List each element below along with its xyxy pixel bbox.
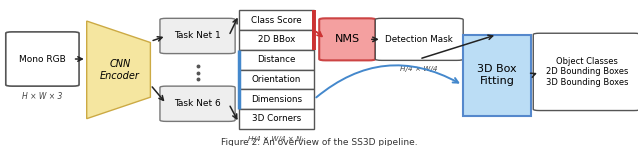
Text: 3D Corners: 3D Corners: [252, 114, 301, 124]
FancyBboxPatch shape: [239, 10, 314, 30]
FancyBboxPatch shape: [239, 50, 314, 69]
Text: Task Net 6: Task Net 6: [174, 99, 221, 108]
FancyBboxPatch shape: [160, 18, 235, 54]
Text: H × W × 3: H × W × 3: [22, 92, 63, 101]
Text: Orientation: Orientation: [252, 75, 301, 84]
Text: Distance: Distance: [257, 55, 296, 64]
FancyBboxPatch shape: [239, 89, 314, 109]
Text: CNN
Encoder: CNN Encoder: [100, 59, 140, 81]
FancyBboxPatch shape: [375, 18, 463, 60]
Text: Task Net 1: Task Net 1: [174, 31, 221, 40]
Text: Class Score: Class Score: [252, 16, 302, 25]
FancyBboxPatch shape: [239, 109, 314, 129]
Text: H/4 × W/4: H/4 × W/4: [401, 66, 438, 72]
FancyBboxPatch shape: [312, 10, 314, 50]
Text: Dimensions: Dimensions: [251, 95, 302, 104]
Text: Mono RGB: Mono RGB: [19, 54, 66, 64]
Text: 3D Box
Fitting: 3D Box Fitting: [477, 65, 516, 86]
FancyBboxPatch shape: [463, 35, 531, 116]
Text: H/4 × W/4 × Nₖ: H/4 × W/4 × Nₖ: [248, 136, 305, 142]
FancyBboxPatch shape: [6, 32, 79, 86]
Polygon shape: [86, 21, 150, 119]
Text: NMS: NMS: [335, 34, 360, 44]
Text: Figure 2: An overview of the SS3D pipeline.: Figure 2: An overview of the SS3D pipeli…: [221, 138, 417, 146]
FancyBboxPatch shape: [239, 69, 314, 89]
FancyBboxPatch shape: [319, 18, 375, 60]
Text: Detection Mask: Detection Mask: [385, 35, 453, 44]
Text: Object Classes
2D Bounding Boxes
3D Bounding Boxes: Object Classes 2D Bounding Boxes 3D Boun…: [545, 57, 628, 87]
Text: 2D BBox: 2D BBox: [258, 35, 295, 44]
FancyBboxPatch shape: [533, 33, 640, 111]
FancyBboxPatch shape: [160, 86, 235, 121]
FancyBboxPatch shape: [239, 30, 314, 50]
